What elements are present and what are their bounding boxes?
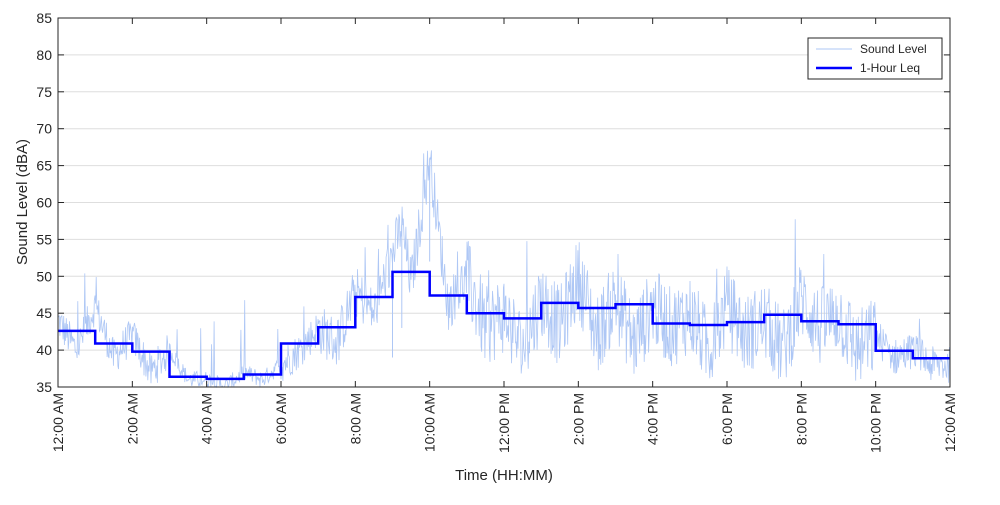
x-tick-label: 2:00 AM bbox=[124, 393, 140, 444]
x-tick-label: 2:00 PM bbox=[570, 393, 586, 445]
sound-level-line bbox=[58, 150, 950, 387]
y-tick-label: 50 bbox=[36, 268, 52, 284]
legend: Sound Level 1-Hour Leq bbox=[808, 38, 942, 79]
y-tick-label: 40 bbox=[36, 342, 52, 358]
y-tick-label: 60 bbox=[36, 195, 52, 211]
y-tick-label: 55 bbox=[36, 231, 52, 247]
sound-level-trace bbox=[58, 150, 950, 387]
legend-label-leq: 1-Hour Leq bbox=[860, 61, 920, 75]
legend-label-sound-level: Sound Level bbox=[860, 42, 927, 56]
y-tick-label: 80 bbox=[36, 47, 52, 63]
y-tick-label: 35 bbox=[36, 379, 52, 395]
y-axis-label: Sound Level (dBA) bbox=[14, 139, 31, 265]
y-tick-label: 85 bbox=[36, 10, 52, 26]
x-axis-label: Time (HH:MM) bbox=[455, 467, 553, 484]
x-tick-label: 4:00 AM bbox=[199, 393, 215, 444]
x-tick-label: 8:00 PM bbox=[793, 393, 809, 445]
y-tick-label: 45 bbox=[36, 305, 52, 321]
x-tick-label: 12:00 AM bbox=[942, 393, 958, 452]
x-axis-ticks: 12:00 AM 2:00 AM 4:00 AM 6:00 AM 8:00 AM 10:0… bbox=[50, 18, 958, 453]
x-tick-label: 12:00 AM bbox=[50, 393, 66, 452]
y-tick-label: 65 bbox=[36, 158, 52, 174]
y-tick-label: 75 bbox=[36, 84, 52, 100]
x-tick-label: 10:00 PM bbox=[868, 393, 884, 453]
x-tick-label: 8:00 AM bbox=[347, 393, 363, 444]
x-tick-label: 12:00 PM bbox=[496, 393, 512, 453]
x-tick-label: 4:00 PM bbox=[645, 393, 661, 445]
y-tick-label: 70 bbox=[36, 121, 52, 137]
x-tick-label: 6:00 PM bbox=[719, 393, 735, 445]
x-tick-label: 10:00 AM bbox=[422, 393, 438, 452]
x-tick-label: 6:00 AM bbox=[273, 393, 289, 444]
